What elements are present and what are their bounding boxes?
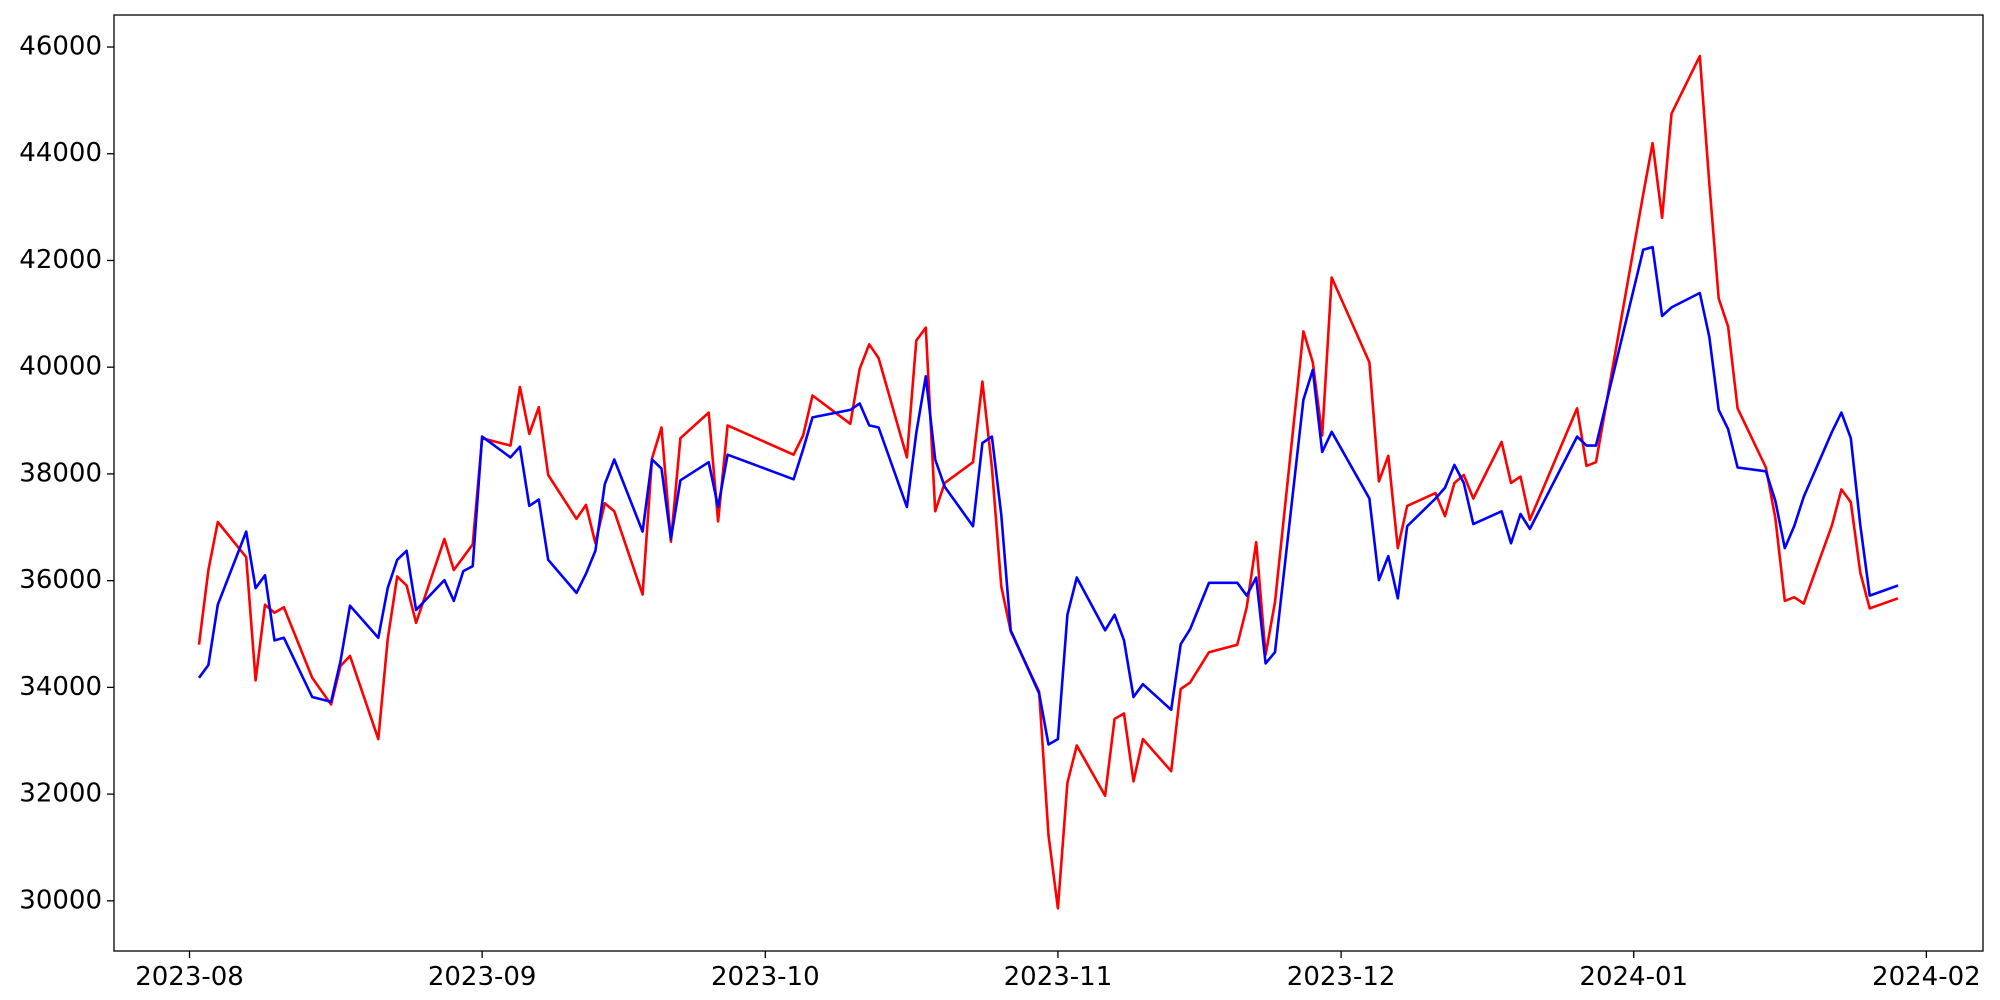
y-tick-label: 32000 (19, 779, 102, 809)
x-tick-label: 2023-11 (1004, 962, 1113, 992)
x-tick-label: 2024-01 (1579, 962, 1688, 992)
y-tick-label: 36000 (19, 565, 102, 595)
x-tick-label: 2024-02 (1872, 962, 1981, 992)
plot-frame (113, 14, 1984, 952)
x-tick-label: 2023-08 (135, 962, 244, 992)
y-tick-label: 44000 (19, 138, 102, 168)
x-tick-label: 2023-10 (711, 962, 820, 992)
y-tick-label: 46000 (19, 32, 102, 62)
data-line (197, 245, 1899, 746)
y-tick-label: 30000 (19, 885, 102, 915)
data-line (197, 54, 1899, 910)
y-tick-label: 42000 (19, 245, 102, 275)
y-tick-label: 38000 (19, 458, 102, 488)
y-tick-label: 40000 (19, 352, 102, 382)
x-tick-label: 2023-12 (1287, 962, 1396, 992)
y-tick-label: 34000 (19, 672, 102, 702)
x-tick-label: 2023-09 (428, 962, 537, 992)
